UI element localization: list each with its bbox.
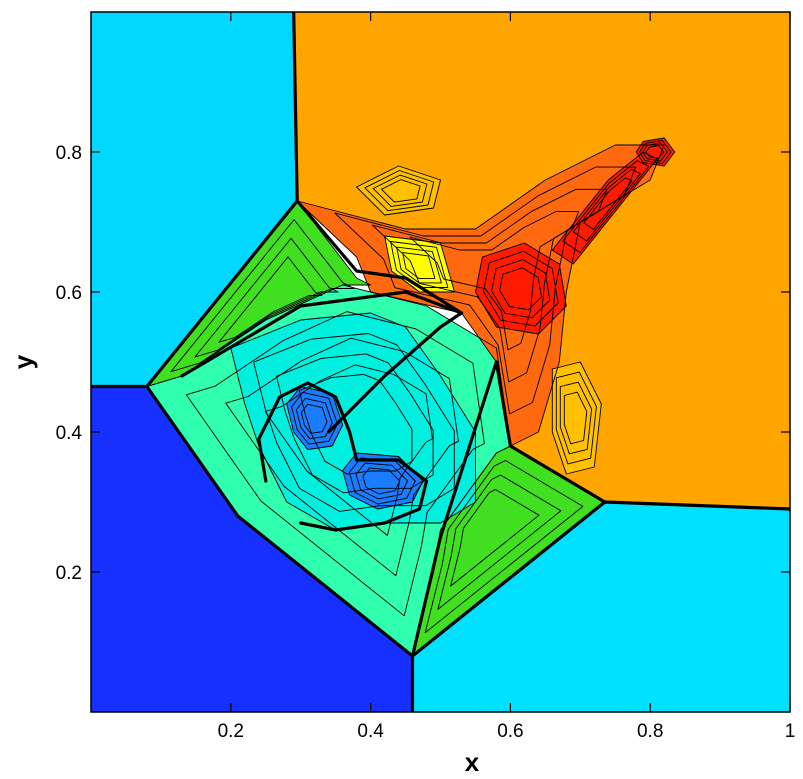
- shock-lines: [91, 12, 790, 712]
- contour-jet-amber-lobe-3: [381, 179, 421, 203]
- mushroom-cap-outline: [257, 381, 429, 532]
- plot-area: [91, 12, 790, 712]
- y-tick-label: 0.6: [56, 283, 82, 304]
- contour-lower-right-shock-band-3: [450, 489, 540, 587]
- contour-jet-red-core-3: [499, 267, 542, 311]
- contour-right-vortex-0: [342, 452, 424, 510]
- slip-line-left-arc: [180, 290, 464, 378]
- contour-lower-right-shock-band-1: [424, 460, 584, 634]
- contour-left-vortex-3: [300, 403, 328, 434]
- contour-central-band-1: [185, 311, 485, 617]
- contour-right-vortex-3: [362, 467, 401, 495]
- contour-jet-amber-lobe-1: [364, 170, 435, 212]
- contour-jet-orange-region-2: [371, 188, 608, 383]
- contour-upper-left-shock-band-1: [170, 219, 355, 373]
- region-lower-right-shock-band: [412, 446, 605, 656]
- x-tick-label: 0.6: [497, 721, 523, 742]
- contour-jet-orange-region-0: [296, 144, 665, 447]
- contour-jet-tip-bulb-1: [639, 140, 672, 164]
- contour-jet-yellow-band-0: [384, 235, 455, 293]
- contour-jet-red-arm-2: [572, 168, 641, 242]
- contour-jet-amber-lobe-2: [372, 174, 428, 207]
- contour-lower-right-shock-band-2: [437, 474, 562, 610]
- plot-frame: [90, 11, 791, 713]
- contour-upper-left-shock-band-3: [218, 256, 323, 343]
- contour-right-amber-streak-2: [559, 381, 593, 455]
- contour-upper-left-shock-band-2: [194, 237, 339, 358]
- region-bottom-right-quadrant: [412, 502, 790, 712]
- contour-right-vortex-2: [355, 462, 409, 500]
- contour-jet-red-arm-3: [583, 177, 633, 230]
- contour-jet-yellow-band-1: [390, 241, 449, 288]
- y-tick-label: 0.4: [56, 423, 83, 444]
- contour-left-vortex-1: [291, 391, 338, 445]
- contour-jet-tip-bulb-2: [642, 142, 668, 162]
- contour-central-cyan-core-2: [276, 353, 434, 494]
- contour-right-amber-streak-3: [563, 391, 588, 445]
- contour-right-amber-streak-0: [551, 361, 602, 475]
- shock-lower-left: [145, 384, 415, 712]
- y-tick-label: 0.8: [56, 143, 82, 164]
- region-jet-red-core: [475, 243, 567, 334]
- contour-right-amber-streak-1: [555, 371, 597, 465]
- shock-upper-inner: [295, 199, 464, 315]
- contour-jet-red-arm-0: [551, 151, 658, 265]
- contour-left-vortex-2: [295, 397, 333, 440]
- contour-left-vortex-0: [286, 386, 344, 450]
- x-tick-label: 1: [785, 721, 796, 742]
- contour-jet-orange-region-3: [409, 210, 580, 351]
- x-tick-label: 0.8: [637, 721, 663, 742]
- contour-jet-tip-bulb-3: [645, 145, 665, 159]
- x-axis-title: x: [465, 747, 480, 777]
- contour-jet-amber-lobe-0: [356, 165, 441, 216]
- contour-jet-yellow-band-3: [402, 252, 436, 279]
- contour-jet-tip-bulb-0: [635, 137, 676, 167]
- contour-central-band-2: [225, 337, 459, 577]
- color-regions: [91, 12, 790, 712]
- region-bottom-left-quadrant: [91, 386, 413, 712]
- contour-right-vortex-1: [348, 457, 416, 505]
- shock-right-inner: [494, 360, 607, 504]
- contour-jet-red-core-1: [483, 250, 559, 327]
- contour-central-cyan-core-1: [253, 333, 455, 512]
- contour-central-band-3: [264, 364, 433, 536]
- region-right-amber-streak: [552, 362, 602, 474]
- slip-line-diagonal: [410, 360, 498, 658]
- y-tick-label: 0.2: [56, 563, 82, 584]
- mushroom-stem: [327, 311, 464, 434]
- contour-central-cyan-core-0: [230, 312, 476, 531]
- x-tick-label: 0.4: [357, 721, 384, 742]
- y-axis-title: y: [8, 354, 38, 369]
- contour-central-cyan-core-3: [298, 373, 413, 475]
- y-axis: 0.2 0.4 0.6 0.8: [56, 143, 790, 584]
- contour-jet-red-core-0: [475, 242, 567, 335]
- x-axis: 0.2 0.4 0.6 0.8 1: [218, 12, 796, 742]
- contour-jet-yellow-band-2: [396, 246, 442, 284]
- contour-jet-red-arm-1: [562, 160, 650, 253]
- x-tick-label: 0.2: [218, 721, 244, 742]
- region-upper-left-shock-band: [146, 201, 371, 387]
- shock-upper-left: [91, 12, 299, 389]
- contour-jet-red-core-2: [491, 259, 551, 319]
- region-top-left-quadrant: [91, 12, 298, 387]
